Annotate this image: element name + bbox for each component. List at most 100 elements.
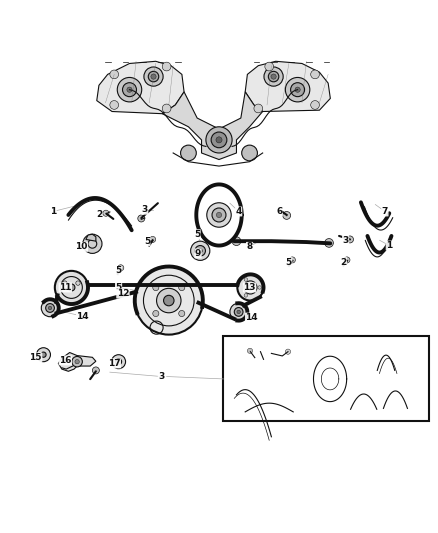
Circle shape [242,145,258,161]
Circle shape [179,310,185,317]
Text: 6: 6 [276,207,283,216]
Circle shape [112,354,126,369]
Circle shape [248,285,253,290]
Circle shape [212,208,226,222]
Circle shape [234,308,243,316]
Circle shape [244,294,247,297]
Text: 3: 3 [158,372,165,381]
Circle shape [127,87,132,92]
Circle shape [144,67,163,86]
Circle shape [180,145,196,161]
Text: 17: 17 [108,359,120,368]
Circle shape [216,137,222,143]
Text: 12: 12 [117,289,129,298]
Circle shape [72,357,82,367]
Text: 5: 5 [144,237,150,246]
Circle shape [153,285,159,290]
Text: 1: 1 [50,207,56,216]
Circle shape [247,348,253,353]
Circle shape [138,215,145,222]
Circle shape [179,285,185,290]
Circle shape [195,246,205,256]
Circle shape [41,299,59,317]
Text: 2: 2 [96,211,102,220]
Circle shape [123,83,137,96]
Circle shape [198,248,202,253]
Circle shape [286,349,290,354]
Circle shape [271,74,276,79]
Text: 15: 15 [29,353,42,362]
Circle shape [48,306,52,310]
Text: 14: 14 [77,312,89,321]
Circle shape [116,359,122,365]
Circle shape [36,348,50,362]
Circle shape [156,288,181,313]
Circle shape [244,278,247,281]
Circle shape [346,236,353,243]
Circle shape [117,77,142,102]
Circle shape [230,303,247,321]
Text: 5: 5 [116,283,122,292]
Circle shape [344,257,350,263]
Text: 5: 5 [194,230,200,239]
Circle shape [206,127,232,153]
Polygon shape [245,61,330,111]
Circle shape [265,62,274,71]
Circle shape [103,210,109,216]
Circle shape [216,212,222,217]
Circle shape [207,203,231,227]
Circle shape [237,274,264,301]
Polygon shape [162,92,263,159]
Circle shape [153,310,159,317]
Circle shape [325,239,333,247]
Text: 11: 11 [59,283,71,292]
Text: 2: 2 [340,257,346,266]
Circle shape [118,265,124,271]
Circle shape [295,87,300,92]
Circle shape [311,70,319,79]
Text: 16: 16 [59,356,71,365]
Circle shape [63,281,67,285]
Circle shape [264,67,283,86]
Circle shape [258,286,261,289]
Circle shape [92,367,99,374]
Circle shape [232,237,241,246]
Circle shape [283,212,290,220]
Circle shape [162,62,171,71]
Circle shape [41,352,46,357]
Text: 7: 7 [382,207,388,216]
Circle shape [68,284,75,291]
Text: 1: 1 [386,241,392,250]
Circle shape [211,132,227,148]
Circle shape [237,310,240,313]
Circle shape [289,257,295,263]
Circle shape [311,101,319,109]
Text: 13: 13 [244,283,256,292]
Circle shape [75,359,79,364]
Circle shape [162,104,171,113]
Circle shape [83,234,102,253]
Text: 3: 3 [141,205,148,214]
Circle shape [191,241,210,261]
Circle shape [290,83,304,96]
Text: 5: 5 [286,257,292,266]
Circle shape [110,70,119,79]
Text: 5: 5 [116,266,122,276]
Polygon shape [86,234,96,241]
Text: 9: 9 [195,249,201,258]
Circle shape [110,101,119,109]
Text: 4: 4 [236,207,242,216]
Text: 14: 14 [245,313,258,322]
Circle shape [163,295,174,306]
Bar [223,336,428,422]
Circle shape [148,71,159,82]
Circle shape [254,104,263,113]
Polygon shape [97,61,184,114]
Circle shape [46,304,54,312]
Circle shape [55,271,88,304]
Circle shape [196,229,202,235]
Circle shape [76,281,80,285]
Circle shape [151,74,156,79]
Circle shape [135,266,203,335]
Circle shape [286,77,310,102]
